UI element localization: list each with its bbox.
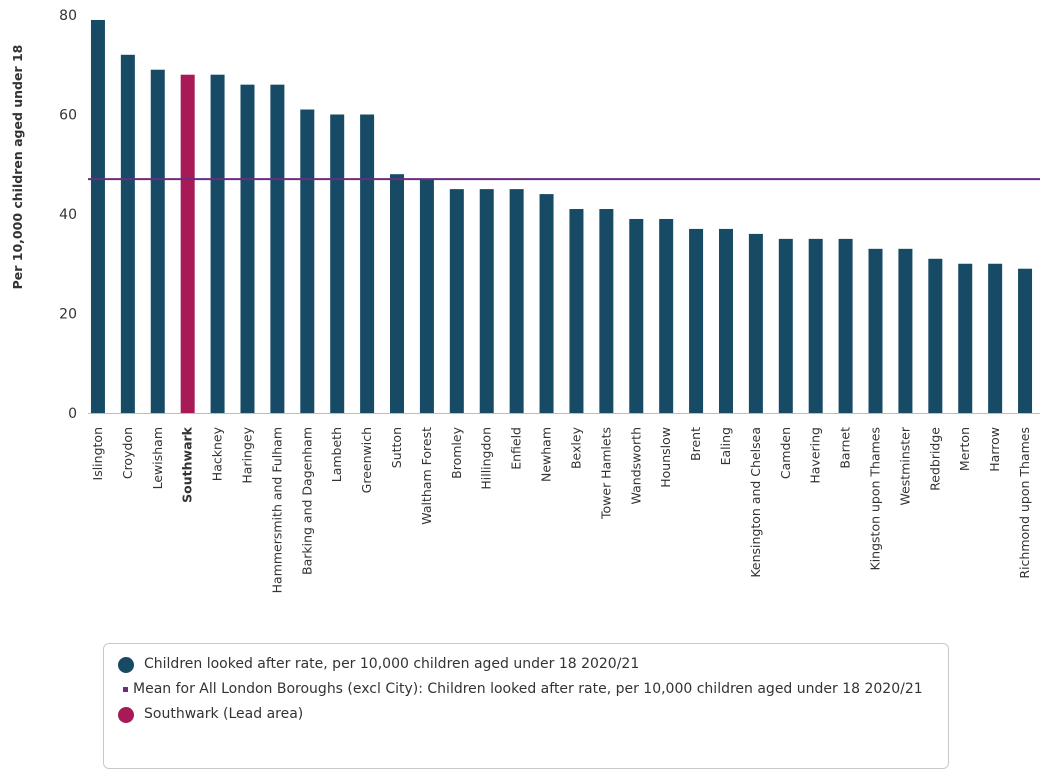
bar-westminster <box>898 248 913 413</box>
x-tick-label: Bromley <box>449 426 464 478</box>
x-tick-label: Croydon <box>120 427 135 479</box>
bar-wandsworth <box>629 218 644 413</box>
x-tick-label: Hackney <box>210 426 225 481</box>
legend-circle-marker <box>118 657 134 673</box>
x-tick-label: Newham <box>539 427 554 482</box>
bar-chart: Per 10,000 children aged under 18 0 20 40 6… <box>10 8 1040 593</box>
bar-kingston-upon-thames <box>868 248 883 413</box>
bar-barking-and-dagenham <box>300 109 315 414</box>
x-tick-label: Hounslow <box>658 427 673 488</box>
bar-hammersmith-and-fulham <box>270 84 285 414</box>
bar-enfield <box>509 189 524 413</box>
x-tick-label: Brent <box>688 427 703 461</box>
bar-lambeth <box>330 114 345 413</box>
bar-sutton <box>390 174 405 413</box>
x-tick-label: Lewisham <box>150 427 165 489</box>
bar-barnet <box>838 238 853 413</box>
bar-richmond-upon-thames <box>1018 268 1033 413</box>
x-tick-label: Richmond upon Thames <box>1017 427 1032 579</box>
bar-haringey <box>240 84 255 414</box>
legend-item-southwark: Southwark (Lead area) <box>118 706 934 723</box>
x-tick-label: Barking and Dagenham <box>299 427 314 575</box>
bar-lewisham <box>150 69 165 413</box>
bar-ealing <box>718 228 733 413</box>
y-axis-label: Per 10,000 children aged under 18 <box>10 45 25 290</box>
x-tick-label: Islington <box>90 427 105 480</box>
bars <box>90 19 1033 414</box>
legend: Children looked after rate, per 10,000 c… <box>103 643 949 769</box>
bar-bromley <box>449 189 464 413</box>
x-tick-label: Waltham Forest <box>419 427 434 525</box>
bar-kensington-and-chelsea <box>748 233 763 413</box>
y-tick-label: 60 <box>59 108 77 124</box>
bar-bexley <box>569 209 584 413</box>
bar-harrow <box>988 263 1003 413</box>
bar-hillingdon <box>479 189 494 413</box>
legend-label: Mean for All London Boroughs (excl City)… <box>133 681 923 697</box>
bar-redbridge <box>928 258 943 413</box>
bar-southwark <box>180 74 195 413</box>
x-tick-label: Hillingdon <box>479 427 494 490</box>
x-tick-label: Barnet <box>838 427 853 469</box>
x-tick-label: Tower Hamlets <box>598 427 613 520</box>
legend-circle-marker <box>118 707 134 723</box>
x-tick-label: Enfield <box>509 427 524 470</box>
legend-item-rate: Children looked after rate, per 10,000 c… <box>118 656 934 673</box>
x-tick-label: Harrow <box>987 427 1002 472</box>
x-tick-label: Camden <box>778 427 793 479</box>
x-tick-label: Lambeth <box>329 427 344 482</box>
bar-croydon <box>120 54 135 414</box>
y-tick-label: 20 <box>59 307 77 323</box>
bar-camden <box>778 238 793 413</box>
x-tick-label: Havering <box>808 427 823 484</box>
y-tick-label: 0 <box>68 406 77 422</box>
bar-havering <box>808 238 823 413</box>
x-tick-label: Ealing <box>718 427 733 465</box>
y-tick-label: 80 <box>59 8 77 24</box>
bar-greenwich <box>360 114 375 413</box>
x-tick-label: Kensington and Chelsea <box>748 427 763 578</box>
x-tick-label: Sutton <box>389 427 404 468</box>
bar-newham <box>539 194 554 413</box>
legend-square-marker <box>123 687 128 692</box>
x-tick-label: Greenwich <box>359 427 374 493</box>
legend-label: Children looked after rate, per 10,000 c… <box>144 656 640 672</box>
x-tick-label: Haringey <box>239 426 254 483</box>
bar-waltham-forest <box>419 179 434 413</box>
bar-hackney <box>210 74 225 413</box>
legend-item-mean: Mean for All London Boroughs (excl City)… <box>118 681 934 698</box>
x-tick-label: Redbridge <box>927 427 942 491</box>
legend-label: Southwark (Lead area) <box>144 706 304 722</box>
bar-brent <box>689 228 704 413</box>
x-tick-label: Hammersmith and Fulham <box>269 427 284 593</box>
y-axis: 0 20 40 60 80 <box>59 8 77 422</box>
y-tick-label: 40 <box>59 207 77 223</box>
x-tick-label: Westminster <box>897 426 912 505</box>
bar-hounslow <box>659 218 674 413</box>
x-tick-label: Kingston upon Thames <box>868 427 883 570</box>
bar-merton <box>958 263 973 413</box>
x-tick-label: Wandsworth <box>628 427 643 504</box>
x-tick-label: Bexley <box>568 426 583 469</box>
x-tick-label: Southwark <box>180 426 195 503</box>
bar-tower-hamlets <box>599 209 614 413</box>
x-tick-label: Merton <box>957 427 972 471</box>
x-axis: Islington Croydon Lewisham Southwark Hackney… <box>90 426 1032 593</box>
bar-islington <box>90 19 105 413</box>
